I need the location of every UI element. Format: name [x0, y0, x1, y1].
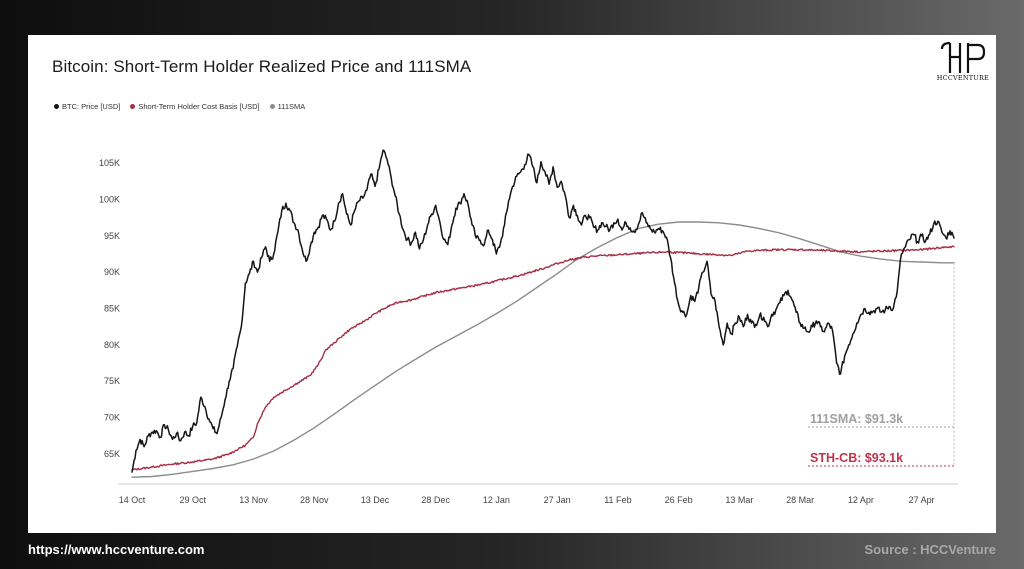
annotation-label-sthcb: STH-CB: $93.1k [810, 451, 903, 465]
x-tick-label: 13 Nov [239, 495, 268, 505]
legend-item-111sma[interactable]: 111SMA [269, 102, 306, 111]
legend-dot-icon [54, 104, 59, 109]
chart-plot: 65K 70K 75K 80K 85K 90K 95K 100K 105K 14 Oct 29 Oc… [99, 149, 958, 505]
logo-text: HCCVENTURE [936, 74, 989, 82]
x-tick-label: 13 Mar [725, 495, 753, 505]
y-tick-label: 75K [104, 376, 120, 386]
x-tick-label: 12 Apr [848, 495, 874, 505]
legend-label: BTC: Price [USD] [62, 102, 121, 111]
x-tick-label: 27 Apr [909, 495, 935, 505]
x-tick-label: 12 Jan [483, 495, 510, 505]
legend-label: 111SMA [277, 102, 306, 111]
y-tick-label: 95K [104, 231, 120, 241]
y-tick-label: 85K [104, 304, 120, 314]
chart-title: Bitcoin: Short-Term Holder Realized Pric… [52, 57, 472, 76]
x-tick-label: 27 Jan [544, 495, 571, 505]
series-line-sth-cost-basis [131, 245, 955, 471]
legend-label: Short-Term Holder Cost Basis [USD] [138, 102, 260, 111]
y-tick-label: 70K [104, 413, 120, 423]
y-tick-label: 80K [104, 340, 120, 350]
y-tick-label: 65K [104, 449, 120, 459]
series-line-111sma [131, 221, 955, 478]
x-tick-label: 13 Dec [361, 495, 390, 505]
y-tick-label: 90K [104, 267, 120, 277]
source-credit: Source : HCCVenture [864, 542, 996, 557]
x-tick-label: 14 Oct [119, 495, 146, 505]
website-url[interactable]: https://www.hccventure.com [28, 542, 205, 557]
x-tick-label: 28 Nov [300, 495, 329, 505]
series-line-btc-price [131, 149, 955, 473]
legend-dot-icon [130, 104, 136, 109]
x-tick-label: 28 Dec [421, 495, 450, 505]
hcc-monogram-icon [940, 41, 986, 73]
legend-dot-icon [269, 104, 275, 109]
x-tick-label: 29 Oct [179, 495, 206, 505]
y-tick-label: 105K [99, 158, 120, 168]
legend-item-sth-cost-basis[interactable]: Short-Term Holder Cost Basis [USD] [130, 102, 260, 111]
x-tick-label: 26 Feb [665, 495, 693, 505]
x-tick-label: 28 Mar [786, 495, 814, 505]
chart-legend: BTC: Price [USD] Short-Term Holder Cost … [54, 102, 305, 111]
x-tick-label: 11 Feb [604, 495, 631, 505]
annotation-label-sma: 111SMA: $91.3k [810, 412, 903, 426]
legend-item-btc-price[interactable]: BTC: Price [USD] [54, 102, 120, 111]
chart-card: Bitcoin: Short-Term Holder Realized Pric… [28, 35, 996, 533]
y-tick-label: 100K [99, 195, 120, 205]
